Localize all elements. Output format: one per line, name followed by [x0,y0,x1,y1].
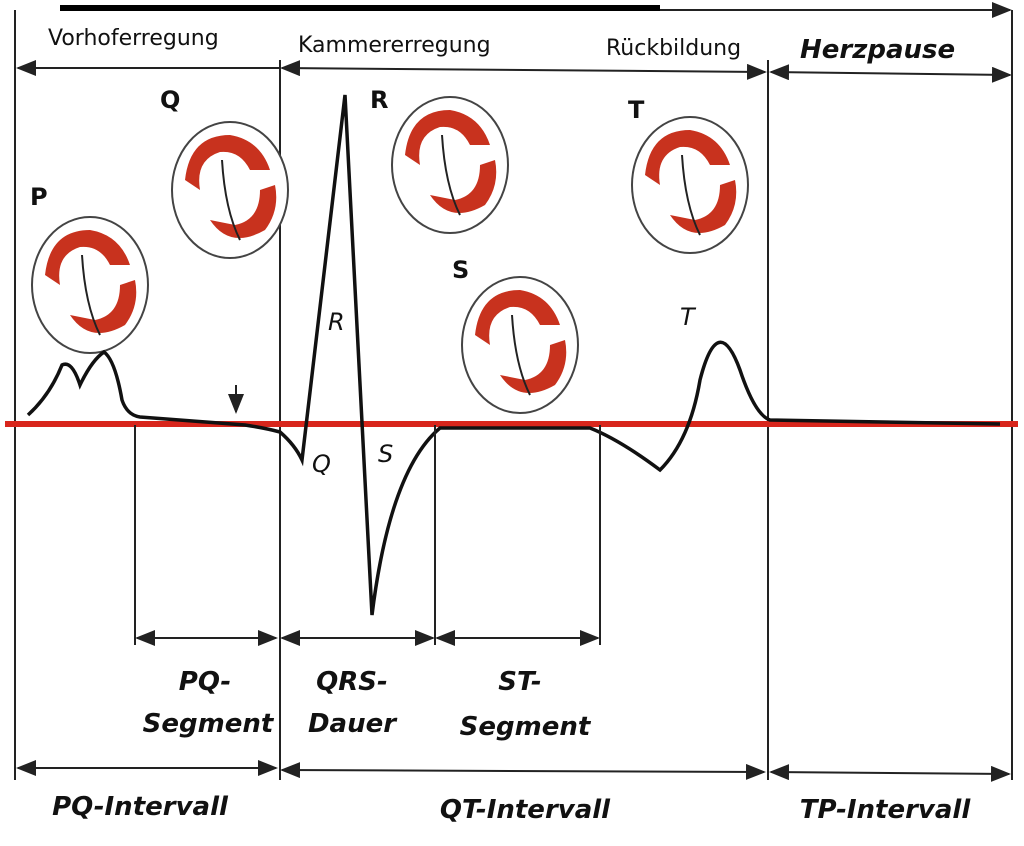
interval-label: TP-Intervall [800,795,972,825]
interval-arrow [280,762,766,780]
heart-label: S [452,256,469,284]
wave-label: T [680,303,697,331]
heart-label: P [30,183,48,211]
heart-label: R [370,86,388,114]
ecg-trace [26,94,1001,616]
interval-label: PQ-Intervall [52,792,229,822]
wave-label: S [378,440,393,468]
phase-label: Herzpause [800,35,955,65]
heart-label: T [628,96,645,124]
wave-label: Q [312,450,331,478]
phase-label: Vorhoferregung [48,26,219,51]
heart-illustration [631,116,749,254]
phase-label: Rückbildung [606,36,741,61]
segment-label: Segment [460,712,592,742]
segment-label: ST- [498,667,541,697]
phase-label: Kammererregung [298,33,491,58]
phase-arrow [769,64,1012,83]
segment-label: Dauer [308,709,398,739]
segment-label: QRS- [316,667,388,697]
segment-label: Segment [143,709,275,739]
heart-label: Q [160,86,180,114]
phase-arrow [280,60,767,80]
segment-label: PQ- [179,667,231,697]
interval-arrow [769,764,1011,782]
heart-illustration [171,121,289,259]
heart-illustration [461,276,579,414]
wave-label: R [328,308,345,336]
heart-illustration [31,216,149,354]
heart-illustration [391,96,509,234]
interval-label: QT-Intervall [440,795,611,825]
